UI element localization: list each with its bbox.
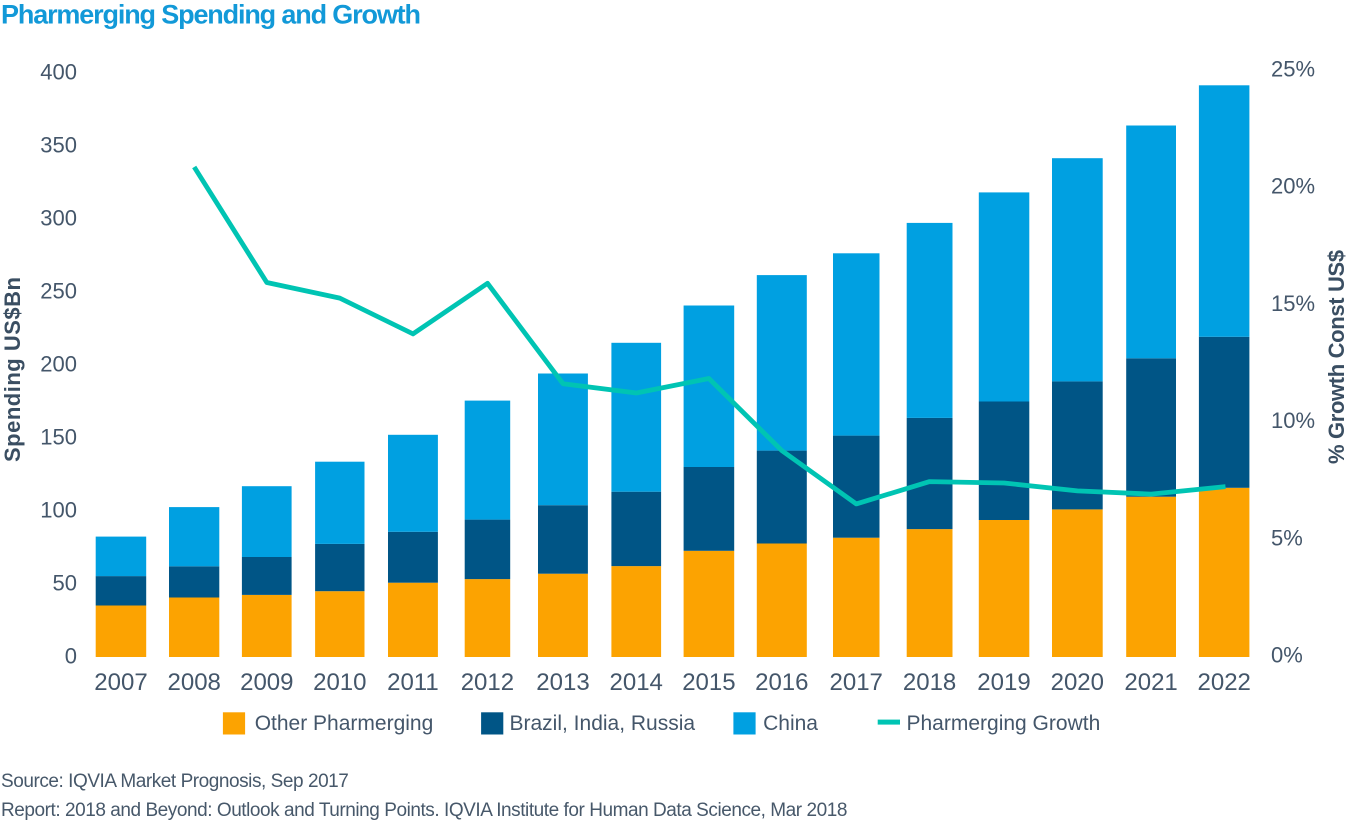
svg-text:2011: 2011 (387, 669, 439, 696)
svg-text:2007: 2007 (94, 669, 147, 696)
svg-text:250: 250 (40, 279, 77, 304)
svg-text:5%: 5% (1271, 525, 1303, 550)
svg-text:2017: 2017 (830, 669, 883, 696)
svg-text:2013: 2013 (536, 669, 589, 696)
svg-text:Pharmerging Spending and Growt: Pharmerging Spending and Growth (1, 0, 420, 30)
svg-text:200: 200 (40, 352, 77, 377)
svg-text:2015: 2015 (682, 669, 735, 696)
svg-text:20%: 20% (1271, 174, 1315, 199)
svg-text:Report: 2018 and Beyond: Outlo: Report: 2018 and Beyond: Outlook and Tur… (1, 800, 847, 820)
svg-text:100: 100 (40, 498, 77, 523)
svg-text:50: 50 (53, 571, 77, 596)
svg-text:2012: 2012 (461, 669, 514, 696)
svg-text:2016: 2016 (755, 669, 808, 696)
svg-text:Other Pharmerging: Other Pharmerging (255, 712, 434, 735)
svg-text:25%: 25% (1271, 56, 1315, 81)
svg-text:2022: 2022 (1198, 669, 1251, 696)
svg-text:2008: 2008 (168, 669, 221, 696)
svg-text:0%: 0% (1271, 643, 1303, 668)
svg-text:150: 150 (40, 425, 77, 450)
svg-text:400: 400 (40, 60, 77, 85)
svg-text:15%: 15% (1271, 291, 1315, 316)
svg-text:0: 0 (65, 644, 77, 669)
svg-text:300: 300 (40, 206, 77, 231)
svg-text:% Growth Const US$: % Growth Const US$ (1324, 250, 1349, 464)
svg-text:2018: 2018 (903, 669, 956, 696)
svg-text:Brazil, India, Russia: Brazil, India, Russia (510, 712, 696, 735)
svg-text:Spending US$Bn: Spending US$Bn (0, 277, 25, 462)
svg-text:10%: 10% (1271, 408, 1315, 433)
svg-text:Source: IQVIA Market Prognosis: Source: IQVIA Market Prognosis, Sep 2017 (1, 771, 348, 792)
svg-text:2010: 2010 (313, 669, 366, 696)
svg-text:350: 350 (40, 133, 77, 158)
svg-text:2019: 2019 (977, 669, 1030, 696)
svg-text:China: China (763, 712, 818, 735)
svg-text:2014: 2014 (610, 669, 663, 696)
svg-text:2009: 2009 (240, 669, 293, 696)
svg-text:Pharmerging Growth: Pharmerging Growth (907, 712, 1101, 735)
svg-text:2021: 2021 (1124, 669, 1177, 696)
svg-text:2020: 2020 (1051, 669, 1104, 696)
